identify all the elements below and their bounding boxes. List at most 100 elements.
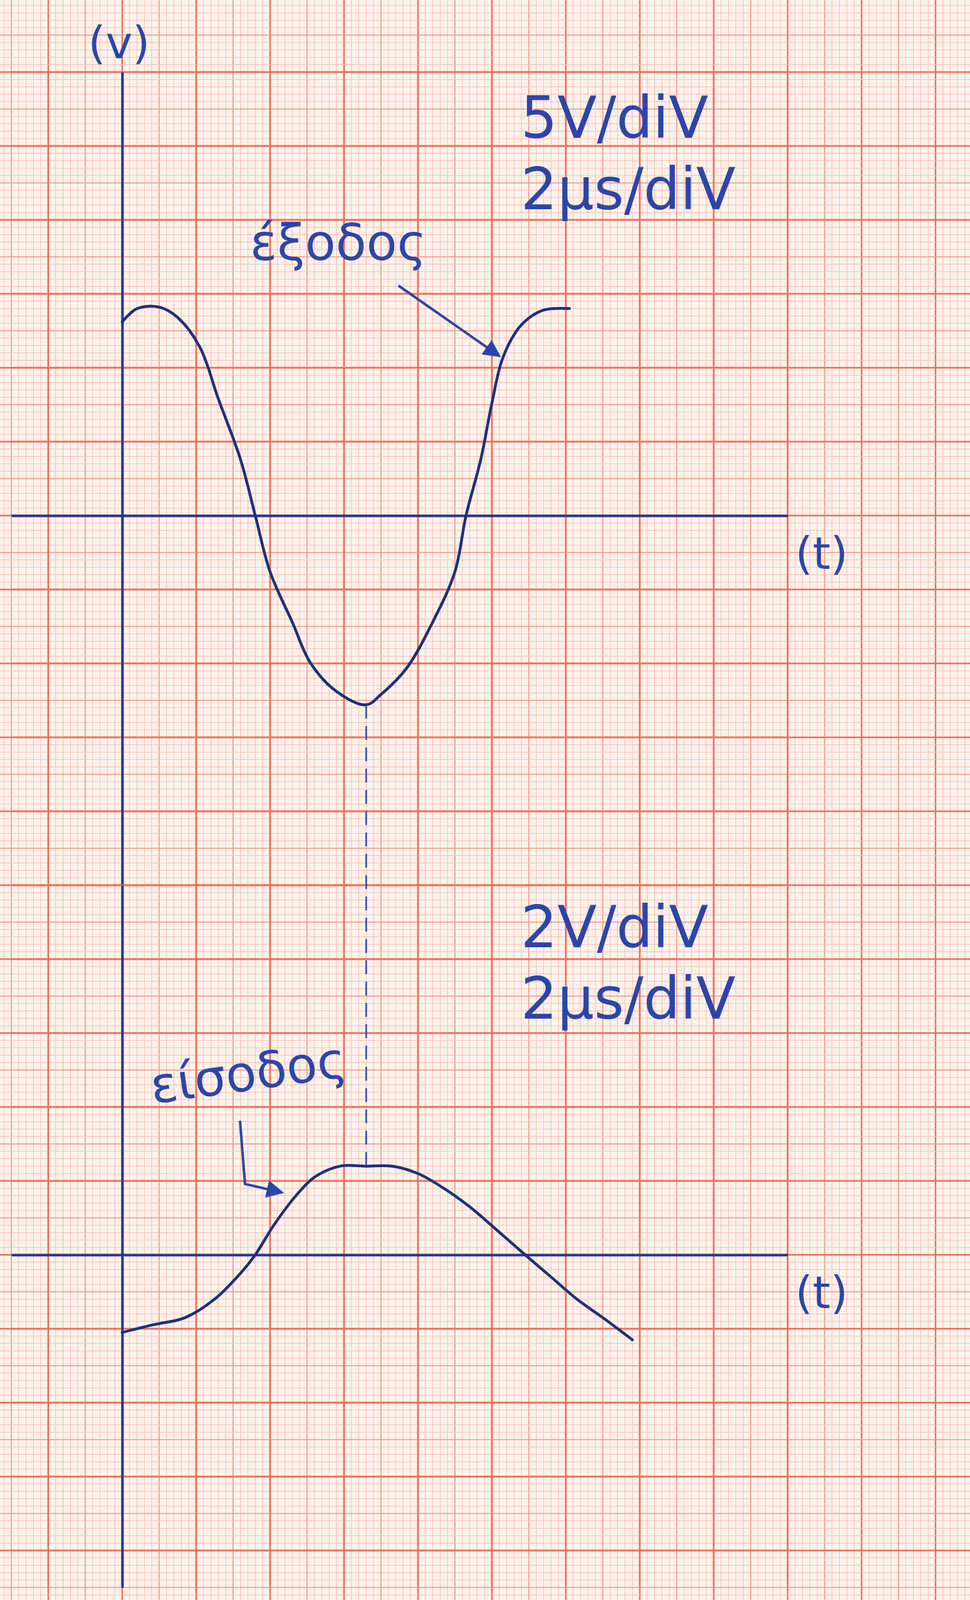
paper-line bbox=[107, 0, 108, 1600]
paper-line bbox=[0, 907, 970, 908]
grid-line-y bbox=[11, 515, 788, 517]
paper-line bbox=[0, 662, 970, 665]
grid-line-y bbox=[11, 884, 788, 887]
paper-line bbox=[691, 0, 692, 1600]
paper-line bbox=[136, 0, 138, 1600]
paper bbox=[0, 0, 970, 1600]
paper-line bbox=[18, 0, 19, 1600]
paper-line bbox=[0, 796, 970, 798]
paper-line bbox=[144, 0, 145, 1600]
grid-line-y bbox=[11, 662, 788, 665]
paper-line bbox=[0, 981, 970, 982]
paper-line bbox=[817, 0, 818, 1600]
paper-line bbox=[676, 0, 678, 1600]
paper-line bbox=[854, 0, 855, 1600]
guide-line bbox=[365, 704, 368, 1167]
paper-line bbox=[949, 0, 951, 1600]
paper-line bbox=[0, 1402, 970, 1404]
paper-line bbox=[0, 1380, 970, 1382]
grid-line-x bbox=[417, 885, 419, 1588]
paper-line bbox=[706, 0, 707, 1600]
paper-line bbox=[0, 1062, 970, 1064]
paper-line bbox=[0, 1350, 970, 1352]
paper-line bbox=[476, 0, 478, 1600]
paper-line bbox=[0, 951, 970, 953]
paper-line bbox=[0, 1092, 970, 1093]
x-axis bbox=[11, 1255, 789, 1256]
paper-line bbox=[0, 773, 970, 776]
grid-line-y bbox=[11, 589, 788, 591]
paper-line bbox=[469, 0, 470, 1600]
paper-line bbox=[0, 788, 970, 790]
paper-line bbox=[203, 0, 204, 1600]
paper-line bbox=[0, 1594, 970, 1596]
paper-line bbox=[0, 197, 970, 199]
paper-line bbox=[0, 699, 970, 702]
paper-line bbox=[0, 892, 970, 893]
paper-line bbox=[0, 1055, 970, 1056]
grid-line-x bbox=[269, 885, 271, 1588]
paper-line bbox=[846, 0, 848, 1600]
paper-line bbox=[0, 1454, 970, 1455]
paper-line bbox=[0, 493, 970, 494]
grid-line-y bbox=[11, 1180, 788, 1182]
paper-line bbox=[0, 1003, 970, 1004]
paper-line bbox=[92, 0, 93, 1600]
paper-line bbox=[0, 256, 970, 258]
paper-line bbox=[0, 847, 970, 850]
paper-line bbox=[535, 0, 537, 1600]
trace-label: έξοδος bbox=[250, 213, 427, 272]
paper-line bbox=[0, 921, 970, 924]
paper-line bbox=[114, 0, 116, 1600]
paper-line bbox=[0, 1469, 970, 1471]
grid-line-y bbox=[11, 1254, 788, 1256]
grid-line-y bbox=[11, 736, 788, 739]
paper-line bbox=[0, 389, 970, 391]
paper-line bbox=[765, 0, 766, 1600]
paper-line bbox=[491, 0, 493, 1600]
paper-line bbox=[0, 1114, 970, 1115]
paper-line bbox=[0, 219, 970, 221]
x-axis-label: (t) bbox=[795, 526, 848, 580]
paper-line bbox=[0, 1543, 970, 1544]
paper-line bbox=[0, 870, 970, 871]
paper-line bbox=[0, 1188, 970, 1189]
grid-line-y bbox=[11, 1032, 788, 1034]
paper-line bbox=[0, 825, 970, 827]
paper-line bbox=[0, 1535, 970, 1537]
grid-line-x bbox=[47, 72, 49, 886]
paper-line bbox=[0, 93, 970, 95]
grid-line-x bbox=[491, 885, 493, 1588]
grid-line-y bbox=[11, 71, 788, 73]
paper-line bbox=[0, 241, 970, 243]
paper-line bbox=[0, 1395, 970, 1397]
paper-line bbox=[0, 995, 970, 997]
paper-line bbox=[632, 0, 633, 1600]
paper-line bbox=[55, 0, 56, 1600]
paper-line bbox=[0, 693, 970, 694]
grid bbox=[11, 885, 788, 1588]
paper-line bbox=[928, 0, 929, 1600]
paper-line bbox=[0, 1476, 970, 1478]
x-axis bbox=[11, 515, 789, 517]
paper-line bbox=[0, 589, 970, 591]
plot-area bbox=[122, 306, 570, 705]
paper-line bbox=[0, 707, 970, 709]
paper-line bbox=[0, 1491, 970, 1492]
paper-line bbox=[0, 463, 970, 465]
paper-line bbox=[787, 0, 789, 1600]
paper-line bbox=[580, 0, 581, 1600]
paper-line bbox=[0, 1439, 970, 1441]
paper-line bbox=[558, 0, 559, 1600]
paper-line bbox=[0, 286, 970, 287]
paper-line bbox=[0, 78, 970, 80]
paper-line bbox=[195, 0, 197, 1600]
paper-line bbox=[0, 226, 970, 228]
paper-line bbox=[0, 1528, 970, 1529]
paper-line bbox=[0, 884, 970, 887]
paper-line bbox=[0, 1225, 970, 1226]
grid-line-x bbox=[787, 72, 789, 886]
paper-line bbox=[0, 1417, 970, 1419]
grid-line-x bbox=[787, 885, 789, 1588]
paper-line bbox=[0, 352, 970, 354]
